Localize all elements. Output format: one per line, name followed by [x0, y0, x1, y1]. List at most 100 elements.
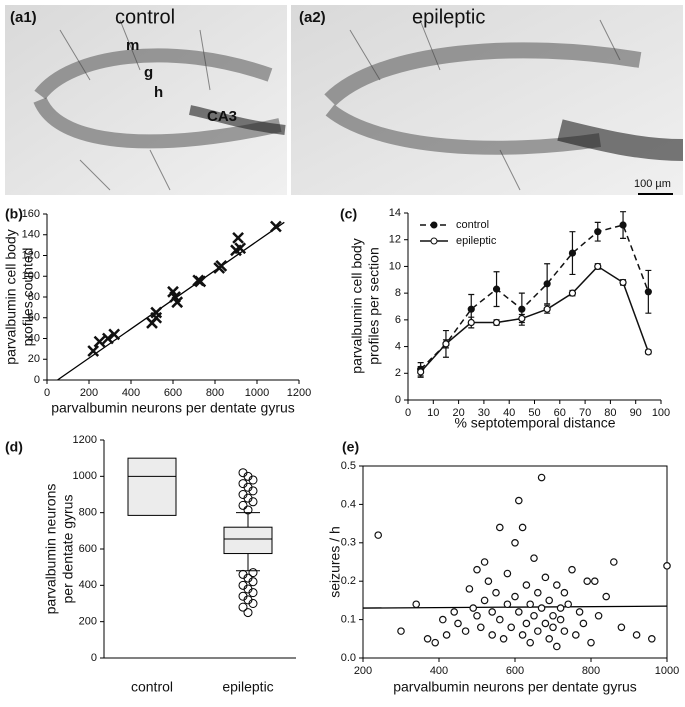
point-glyph — [171, 296, 184, 309]
point — [537, 473, 546, 482]
y-tick-label: 140 — [22, 229, 40, 241]
point — [575, 608, 584, 616]
point — [476, 623, 485, 632]
x-tick-label: 800 — [206, 387, 224, 399]
point — [568, 565, 576, 574]
x-tick-label: 20 — [452, 407, 464, 419]
point — [533, 588, 542, 597]
point — [609, 558, 618, 566]
y-tick-label: 600 — [79, 543, 97, 555]
x-tick-label: 1000 — [655, 665, 679, 677]
micrograph-a2: (a2) epileptic 100 µm — [291, 5, 684, 195]
point — [480, 558, 489, 566]
y-tick-label: 4 — [395, 340, 401, 352]
point — [492, 285, 501, 293]
point — [587, 638, 595, 647]
point — [492, 588, 500, 597]
point — [467, 305, 475, 313]
point — [469, 604, 478, 612]
y-tick-label: 2 — [395, 367, 401, 379]
y-axis-label: seizures / h — [327, 526, 343, 598]
outlier — [248, 577, 258, 587]
point — [473, 611, 481, 620]
point — [465, 585, 474, 593]
series-line — [420, 265, 650, 373]
point — [442, 631, 451, 639]
panel-label: (b) — [5, 206, 23, 222]
point — [374, 531, 383, 539]
point — [594, 262, 602, 271]
point — [503, 569, 512, 578]
point — [549, 623, 557, 632]
point — [232, 231, 244, 244]
point — [467, 318, 475, 327]
point — [537, 604, 546, 612]
point — [412, 600, 421, 609]
y-tick-label: 14 — [389, 207, 401, 219]
point — [617, 623, 626, 632]
y-tick-label: 400 — [79, 579, 97, 591]
point — [102, 332, 114, 345]
outlier — [243, 608, 253, 618]
point-glyph — [270, 220, 282, 233]
y-axis-label: profiles per section — [366, 247, 382, 365]
y-tick-label: 1000 — [73, 470, 97, 482]
point — [93, 335, 106, 348]
x-tick-label: 10 — [427, 407, 439, 419]
panel-label: (e) — [342, 439, 359, 455]
series-line — [420, 224, 650, 370]
y-axis-label: parvalbumin neurons — [43, 484, 59, 615]
legend-marker — [430, 221, 438, 229]
point — [526, 600, 535, 609]
point — [549, 611, 557, 620]
region-label: m — [126, 37, 139, 54]
point — [87, 345, 100, 357]
outlier — [248, 599, 258, 608]
y-tick-label: 60 — [28, 312, 40, 324]
point — [431, 638, 440, 647]
point — [514, 496, 523, 505]
point-glyph — [194, 275, 207, 288]
point — [108, 328, 121, 341]
x-tick-label: 60 — [554, 407, 566, 419]
micrograph-a1: (a1) control m g h CA3 — [5, 5, 287, 195]
point-glyph — [87, 345, 100, 357]
point — [632, 631, 641, 639]
point — [442, 340, 450, 348]
x-tick-label: 70 — [579, 407, 591, 419]
point — [663, 562, 671, 570]
point-glyph — [102, 332, 114, 345]
point-glyph — [232, 231, 244, 244]
point — [438, 615, 447, 624]
point — [234, 242, 247, 255]
y-tick-label: 80 — [28, 291, 40, 303]
outlier — [248, 568, 258, 578]
micrograph-title: control — [115, 6, 175, 28]
x-tick-label: 1200 — [287, 387, 311, 399]
y-tick-label: 1200 — [73, 434, 97, 446]
point — [543, 305, 551, 313]
point-glyph — [150, 311, 163, 324]
x-tick-label: 0 — [405, 407, 411, 419]
point-glyph — [108, 328, 121, 341]
y-tick-label: 160 — [22, 208, 40, 220]
fit-line — [362, 605, 668, 609]
y-tick-label: 8 — [395, 287, 401, 299]
x-tick-label: 200 — [80, 387, 98, 399]
y-axis-label: parvalbumin cell body — [3, 229, 19, 364]
point — [568, 249, 577, 257]
point — [522, 619, 531, 628]
x-axis-label: parvalbumin neurons per dentate gyrus — [393, 679, 637, 695]
point — [150, 311, 163, 324]
point — [495, 615, 504, 624]
point — [647, 634, 656, 643]
point — [594, 611, 603, 620]
region-label: g — [144, 64, 153, 81]
x-tick-label: 0 — [44, 387, 50, 399]
point — [619, 221, 627, 229]
point — [644, 288, 652, 296]
x-tick-label: 30 — [478, 407, 490, 419]
micrograph-title: epileptic — [412, 6, 485, 28]
point — [417, 368, 425, 376]
point-glyph — [234, 242, 247, 255]
